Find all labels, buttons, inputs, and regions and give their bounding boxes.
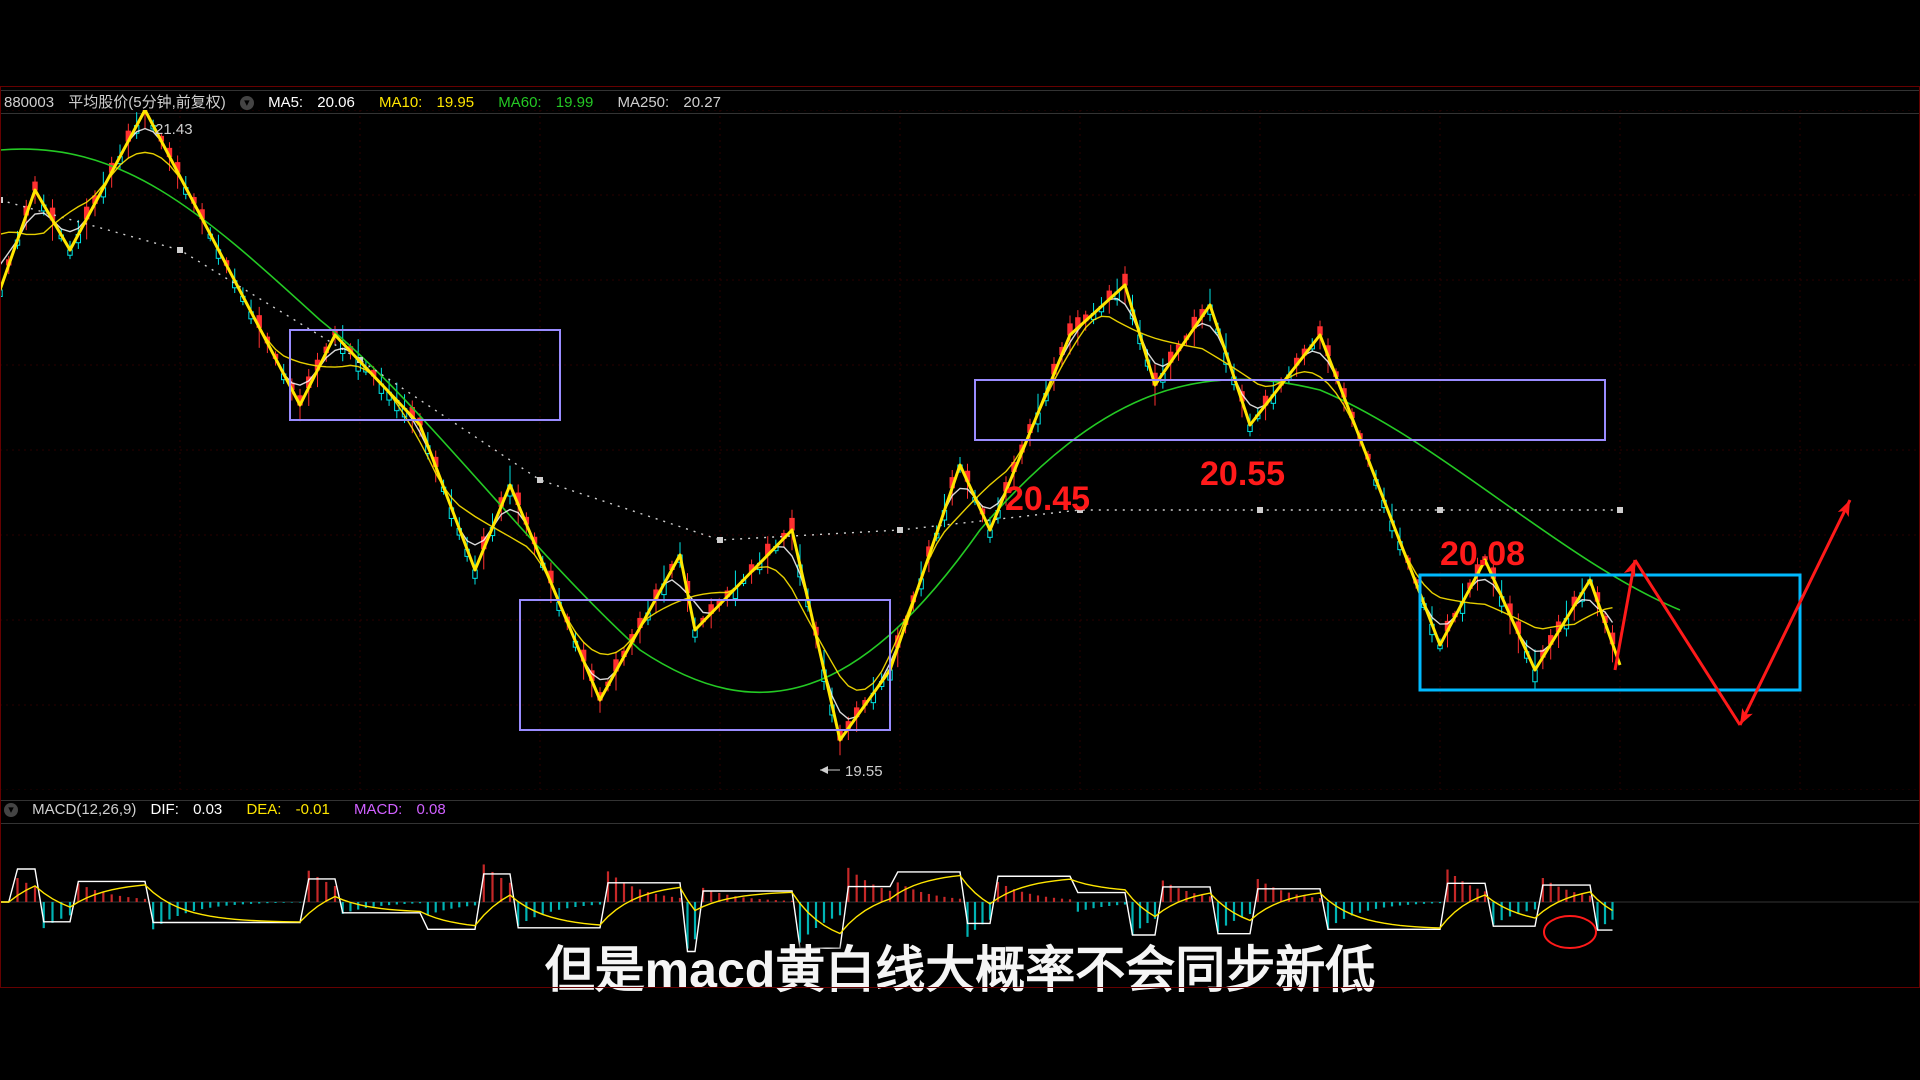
price-annotation: 20.55 (1200, 455, 1285, 494)
toggle-icon[interactable]: ▾ (240, 96, 254, 110)
ma10-label: MA10: 19.95 (379, 94, 484, 111)
symbol-name: 平均股价(5分钟,前复权) (68, 94, 226, 111)
macd-header: ▾ MACD(12,26,9) DIF: 0.03 DEA: -0.01 MAC… (0, 800, 1920, 824)
dea-label: DEA: -0.01 (246, 801, 339, 818)
toggle-icon[interactable]: ▾ (4, 803, 18, 817)
svg-text:21.43: 21.43 (155, 121, 193, 138)
ma250-label: MA250: 20.27 (618, 94, 731, 111)
price-annotation: 20.45 (1005, 480, 1090, 519)
svg-text:19.55: 19.55 (845, 763, 883, 780)
symbol-code: 880003 (4, 94, 54, 111)
dif-label: DIF: 0.03 (151, 801, 233, 818)
price-chart[interactable]: 21.43 19.55 (0, 110, 1920, 790)
price-annotation: 20.08 (1440, 535, 1525, 574)
ma5-label: MA5: 20.06 (268, 94, 365, 111)
macd-title: MACD(12,26,9) (32, 801, 136, 818)
macd-val-label: MACD: 0.08 (354, 801, 456, 818)
ma60-label: MA60: 19.99 (498, 94, 603, 111)
subtitle-caption: 但是macd黄白线大概率不会同步新低 (160, 930, 1760, 1002)
